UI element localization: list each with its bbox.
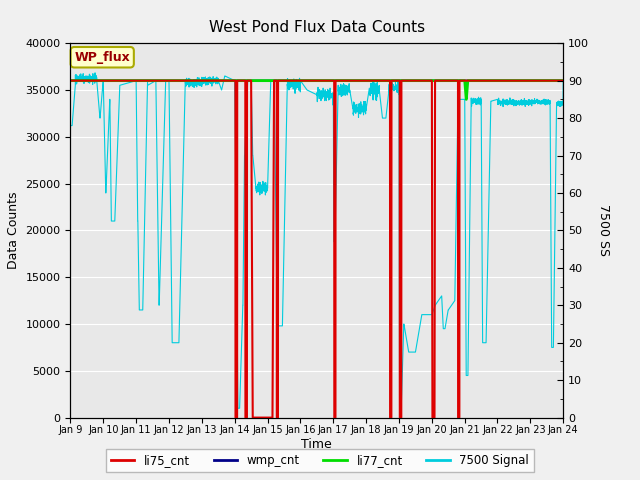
Y-axis label: 7500 SS: 7500 SS bbox=[597, 204, 610, 256]
Legend: li75_cnt, wmp_cnt, li77_cnt, 7500 Signal: li75_cnt, wmp_cnt, li77_cnt, 7500 Signal bbox=[106, 449, 534, 472]
Title: West Pond Flux Data Counts: West Pond Flux Data Counts bbox=[209, 20, 425, 35]
Y-axis label: Data Counts: Data Counts bbox=[7, 192, 20, 269]
X-axis label: Time: Time bbox=[301, 438, 332, 451]
Text: WP_flux: WP_flux bbox=[74, 51, 130, 64]
